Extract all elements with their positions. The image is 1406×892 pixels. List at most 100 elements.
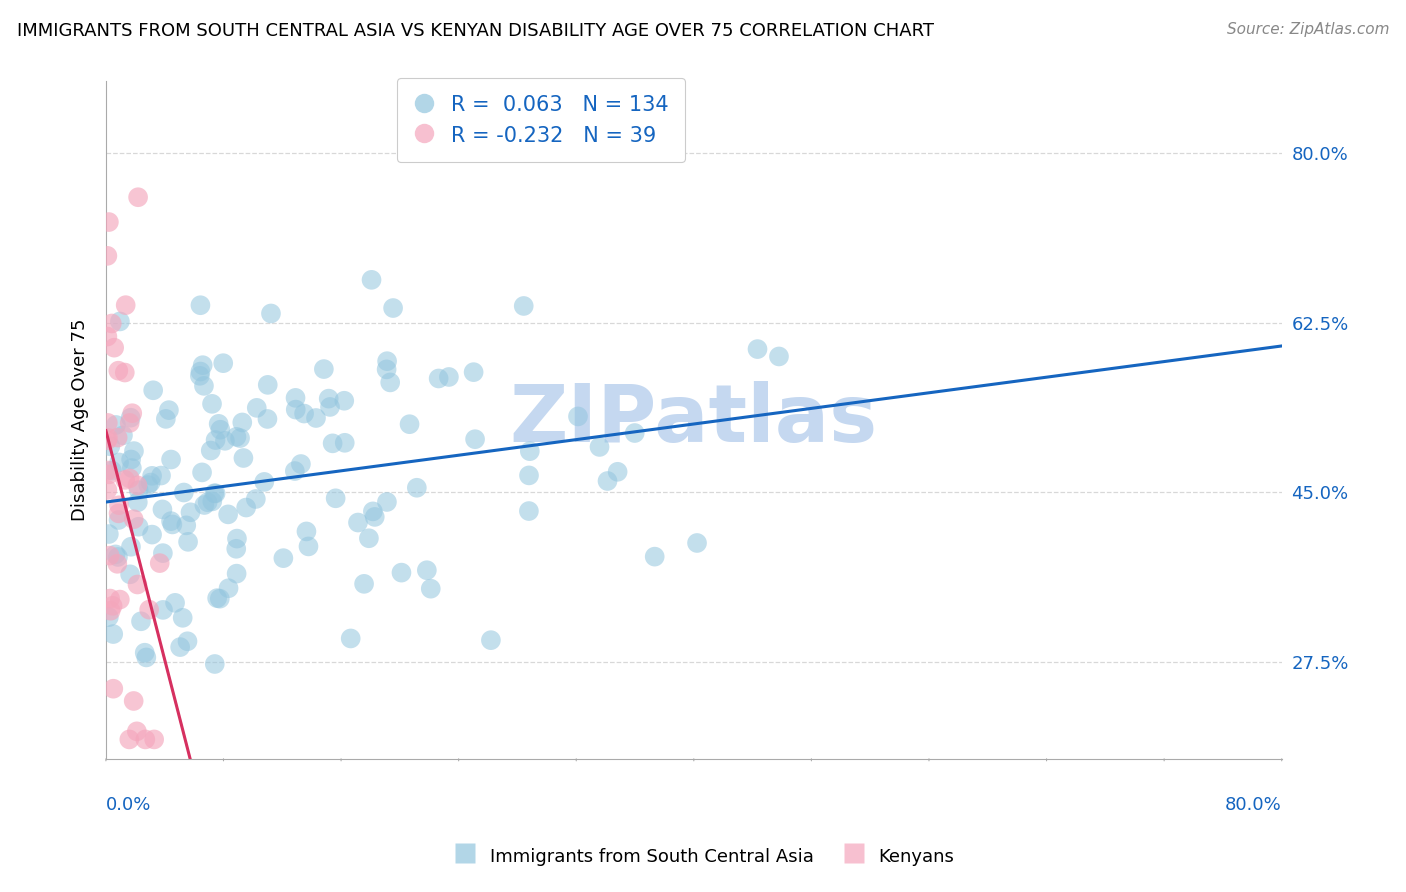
Point [98, 549, 121, 563]
Point [118, 471, 141, 485]
Point [567, 409, 589, 424]
Point [96, 434, 118, 448]
Point [114, 473, 136, 487]
Point [253, 475, 276, 489]
Point [172, 611, 194, 625]
Point [245, 491, 267, 506]
Point [361, 504, 384, 518]
Point [319, 400, 342, 414]
Point [218, 581, 240, 595]
Point [256, 377, 278, 392]
Point [768, 350, 790, 364]
Point [201, 397, 224, 411]
Point [295, 524, 318, 539]
Point [232, 450, 254, 465]
Text: 80.0%: 80.0% [1225, 796, 1282, 814]
Point [107, 549, 129, 564]
Point [155, 412, 177, 426]
Point [235, 500, 257, 515]
Point [127, 190, 149, 204]
Point [128, 483, 150, 497]
Point [231, 416, 253, 430]
Legend: Immigrants from South Central Asia, Kenyans: Immigrants from South Central Asia, Keny… [444, 838, 962, 874]
Point [122, 512, 145, 526]
Point [103, 341, 125, 355]
Point [208, 417, 231, 431]
Point [512, 299, 534, 313]
Point [588, 440, 610, 454]
Text: Source: ZipAtlas.com: Source: ZipAtlas.com [1226, 22, 1389, 37]
Point [107, 364, 129, 378]
Point [107, 513, 129, 527]
Point [398, 417, 420, 432]
Point [101, 464, 124, 478]
Point [517, 468, 540, 483]
Text: IMMIGRANTS FROM SOUTH CENTRAL ASIA VS KENYAN DISABILITY AGE OVER 75 CORRELATION : IMMIGRANTS FROM SOUTH CENTRAL ASIA VS KE… [17, 22, 934, 40]
Point [127, 478, 149, 492]
Point [256, 412, 278, 426]
Point [246, 401, 269, 415]
Text: ZIPatlas: ZIPatlas [510, 381, 877, 458]
Point [97, 431, 120, 445]
Point [122, 694, 145, 708]
Point [416, 563, 439, 577]
Point [208, 591, 231, 606]
Point [96, 329, 118, 343]
Point [479, 633, 502, 648]
Point [169, 640, 191, 654]
Point [122, 444, 145, 458]
Point [292, 407, 315, 421]
Point [204, 657, 226, 671]
Point [176, 634, 198, 648]
Point [136, 478, 159, 492]
Point [284, 464, 307, 478]
Point [98, 439, 121, 453]
Point [114, 366, 136, 380]
Point [108, 592, 131, 607]
Point [463, 365, 485, 379]
Point [357, 531, 380, 545]
Point [111, 428, 134, 442]
Text: 0.0%: 0.0% [105, 796, 152, 814]
Point [160, 514, 183, 528]
Point [142, 384, 165, 398]
Point [191, 358, 214, 372]
Point [118, 732, 141, 747]
Point [104, 548, 127, 562]
Point [360, 273, 382, 287]
Point [212, 356, 235, 370]
Point [519, 444, 541, 458]
Point [284, 391, 307, 405]
Point [686, 536, 709, 550]
Point [98, 467, 121, 482]
Point [134, 732, 156, 747]
Point [97, 416, 120, 430]
Point [96, 249, 118, 263]
Point [419, 582, 441, 596]
Point [118, 416, 141, 430]
Point [108, 314, 131, 328]
Point [325, 491, 347, 506]
Point [125, 724, 148, 739]
Point [747, 342, 769, 356]
Point [157, 403, 180, 417]
Point [225, 541, 247, 556]
Point [143, 732, 166, 747]
Point [121, 406, 143, 420]
Point [437, 370, 460, 384]
Point [149, 556, 172, 570]
Point [138, 602, 160, 616]
Point [347, 516, 370, 530]
Point [152, 603, 174, 617]
Point [162, 517, 184, 532]
Point [101, 317, 124, 331]
Point [173, 485, 195, 500]
Point [202, 486, 225, 500]
Point [179, 505, 201, 519]
Point [177, 534, 200, 549]
Point [160, 452, 183, 467]
Point [333, 435, 356, 450]
Point [226, 532, 249, 546]
Point [290, 457, 312, 471]
Point [284, 402, 307, 417]
